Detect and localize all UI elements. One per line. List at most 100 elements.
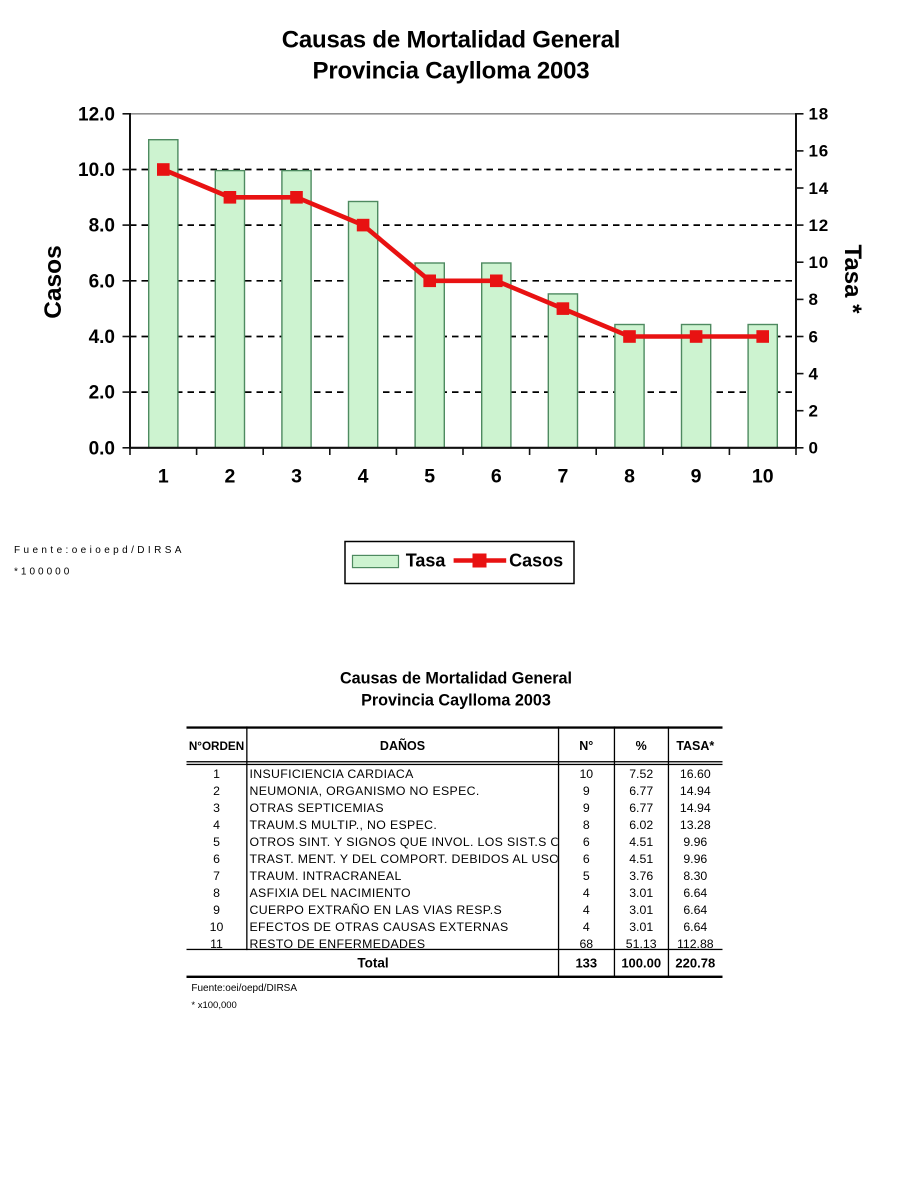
svg-text:6.77: 6.77 — [629, 784, 653, 798]
svg-text:* x100,000: * x100,000 — [191, 1000, 236, 1011]
svg-text:100.00: 100.00 — [621, 955, 661, 970]
svg-text:68: 68 — [579, 937, 593, 951]
svg-text:9: 9 — [583, 784, 590, 798]
svg-text:133: 133 — [575, 955, 597, 970]
svg-text:8: 8 — [624, 466, 635, 488]
svg-text:DAÑOS: DAÑOS — [380, 738, 425, 753]
svg-text:0: 0 — [809, 439, 819, 458]
svg-text:51.13: 51.13 — [626, 937, 657, 951]
svg-text:4: 4 — [213, 818, 220, 832]
svg-text:4.0: 4.0 — [89, 327, 115, 348]
svg-text:3: 3 — [213, 801, 220, 815]
svg-text:9: 9 — [583, 801, 590, 815]
svg-text:6: 6 — [213, 852, 220, 866]
svg-text:14.94: 14.94 — [680, 801, 711, 815]
svg-text:3.01: 3.01 — [629, 920, 653, 934]
svg-text:16.60: 16.60 — [680, 767, 711, 781]
svg-text:6: 6 — [583, 835, 590, 849]
svg-text:%: % — [636, 739, 647, 753]
svg-text:6: 6 — [583, 852, 590, 866]
svg-text:OTRAS SEPTICEMIAS: OTRAS SEPTICEMIAS — [250, 801, 384, 815]
svg-text:4: 4 — [358, 466, 369, 488]
svg-text:13.28: 13.28 — [680, 818, 711, 832]
svg-text:10: 10 — [579, 767, 593, 781]
svg-text:Causas de Mortalidad General: Causas de Mortalidad General — [340, 670, 572, 688]
svg-text:10.0: 10.0 — [78, 160, 115, 181]
svg-text:Provincia Caylloma 2003: Provincia Caylloma 2003 — [361, 692, 551, 710]
svg-text:ASFIXIA DEL NACIMIENTO: ASFIXIA DEL NACIMIENTO — [250, 886, 411, 900]
svg-text:1: 1 — [158, 466, 169, 488]
svg-text:5: 5 — [213, 835, 220, 849]
svg-text:6: 6 — [491, 466, 502, 488]
svg-text:TRAUM.S MULTIP., NO ESPEC.: TRAUM.S MULTIP., NO ESPEC. — [250, 818, 438, 832]
svg-text:4: 4 — [583, 920, 590, 934]
svg-text:*100000: *100000 — [14, 567, 72, 578]
svg-text:10: 10 — [210, 920, 224, 934]
svg-text:N°: N° — [579, 739, 593, 753]
svg-text:Total: Total — [357, 955, 388, 970]
svg-text:7: 7 — [557, 466, 568, 488]
svg-text:2: 2 — [809, 402, 819, 421]
svg-text:EFECTOS DE OTRAS CAUSAS EXTERN: EFECTOS DE OTRAS CAUSAS EXTERNAS — [250, 920, 509, 934]
svg-text:3.01: 3.01 — [629, 903, 653, 917]
svg-text:NEUMONIA, ORGANISMO NO ESPEC.: NEUMONIA, ORGANISMO NO ESPEC. — [250, 784, 480, 798]
svg-text:Casos: Casos — [509, 551, 563, 571]
svg-text:RESTO DE ENFERMEDADES: RESTO DE ENFERMEDADES — [250, 937, 426, 951]
svg-text:14.94: 14.94 — [680, 784, 711, 798]
svg-text:10: 10 — [752, 466, 774, 488]
svg-text:9: 9 — [691, 466, 702, 488]
svg-text:6.64: 6.64 — [683, 920, 707, 934]
svg-text:3.76: 3.76 — [629, 869, 653, 883]
svg-text:Tasa: Tasa — [406, 551, 447, 571]
svg-text:3.01: 3.01 — [629, 886, 653, 900]
svg-text:TASA*: TASA* — [676, 739, 714, 753]
svg-text:CUERPO EXTRAÑO EN LAS VIAS RES: CUERPO EXTRAÑO EN LAS VIAS RESP.S — [250, 903, 503, 917]
svg-text:0.0: 0.0 — [89, 438, 115, 459]
svg-text:7.52: 7.52 — [629, 767, 653, 781]
svg-text:4.51: 4.51 — [629, 835, 653, 849]
svg-text:TRAST. MENT. Y DEL COMPORT. DE: TRAST. MENT. Y DEL COMPORT. DEBIDOS AL U… — [250, 852, 581, 866]
svg-text:1: 1 — [213, 767, 220, 781]
svg-text:5: 5 — [424, 466, 435, 488]
svg-text:12.0: 12.0 — [78, 104, 115, 125]
svg-text:Tasa *: Tasa * — [839, 245, 866, 315]
svg-text:10: 10 — [809, 253, 830, 272]
svg-text:6.64: 6.64 — [683, 886, 707, 900]
svg-text:4: 4 — [583, 886, 590, 900]
svg-text:6.02: 6.02 — [629, 818, 653, 832]
svg-text:4: 4 — [583, 903, 590, 917]
svg-text:14: 14 — [809, 179, 830, 198]
svg-text:4.51: 4.51 — [629, 852, 653, 866]
svg-text:8.30: 8.30 — [683, 869, 707, 883]
svg-text:9.96: 9.96 — [683, 835, 707, 849]
svg-text:18: 18 — [809, 105, 830, 124]
svg-text:Fuente:oeioepd/DIRSA: Fuente:oeioepd/DIRSA — [14, 545, 185, 556]
svg-text:6: 6 — [809, 327, 819, 346]
svg-text:9.96: 9.96 — [683, 852, 707, 866]
svg-text:220.78: 220.78 — [675, 955, 715, 970]
svg-text:6.77: 6.77 — [629, 801, 653, 815]
svg-text:4: 4 — [809, 364, 819, 383]
svg-text:6.0: 6.0 — [89, 271, 115, 292]
svg-text:2: 2 — [213, 784, 220, 798]
svg-text:N°ORDEN: N°ORDEN — [189, 740, 244, 753]
svg-text:Fuente:oei/oepd/DIRSA: Fuente:oei/oepd/DIRSA — [191, 983, 297, 994]
svg-text:16: 16 — [809, 142, 830, 161]
svg-text:5: 5 — [583, 869, 590, 883]
svg-text:6.64: 6.64 — [683, 903, 707, 917]
svg-text:3: 3 — [291, 466, 302, 488]
svg-text:7: 7 — [213, 869, 220, 883]
svg-text:2.0: 2.0 — [89, 383, 115, 404]
svg-text:8: 8 — [583, 818, 590, 832]
svg-text:11: 11 — [210, 937, 223, 951]
svg-text:2: 2 — [224, 466, 235, 488]
svg-text:INSUFICIENCIA CARDIACA: INSUFICIENCIA CARDIACA — [250, 767, 415, 781]
svg-text:12: 12 — [809, 216, 830, 235]
svg-text:Provincia Caylloma 2003: Provincia Caylloma 2003 — [313, 58, 590, 85]
svg-text:8: 8 — [809, 290, 819, 309]
svg-text:OTROS SINT. Y SIGNOS QUE INVOL: OTROS SINT. Y SIGNOS QUE INVOL. LOS SIST… — [250, 835, 592, 849]
svg-text:Causas de Mortalidad General: Causas de Mortalidad General — [282, 27, 621, 54]
svg-text:9: 9 — [213, 903, 220, 917]
svg-text:Casos: Casos — [40, 245, 67, 319]
svg-text:8: 8 — [213, 886, 220, 900]
